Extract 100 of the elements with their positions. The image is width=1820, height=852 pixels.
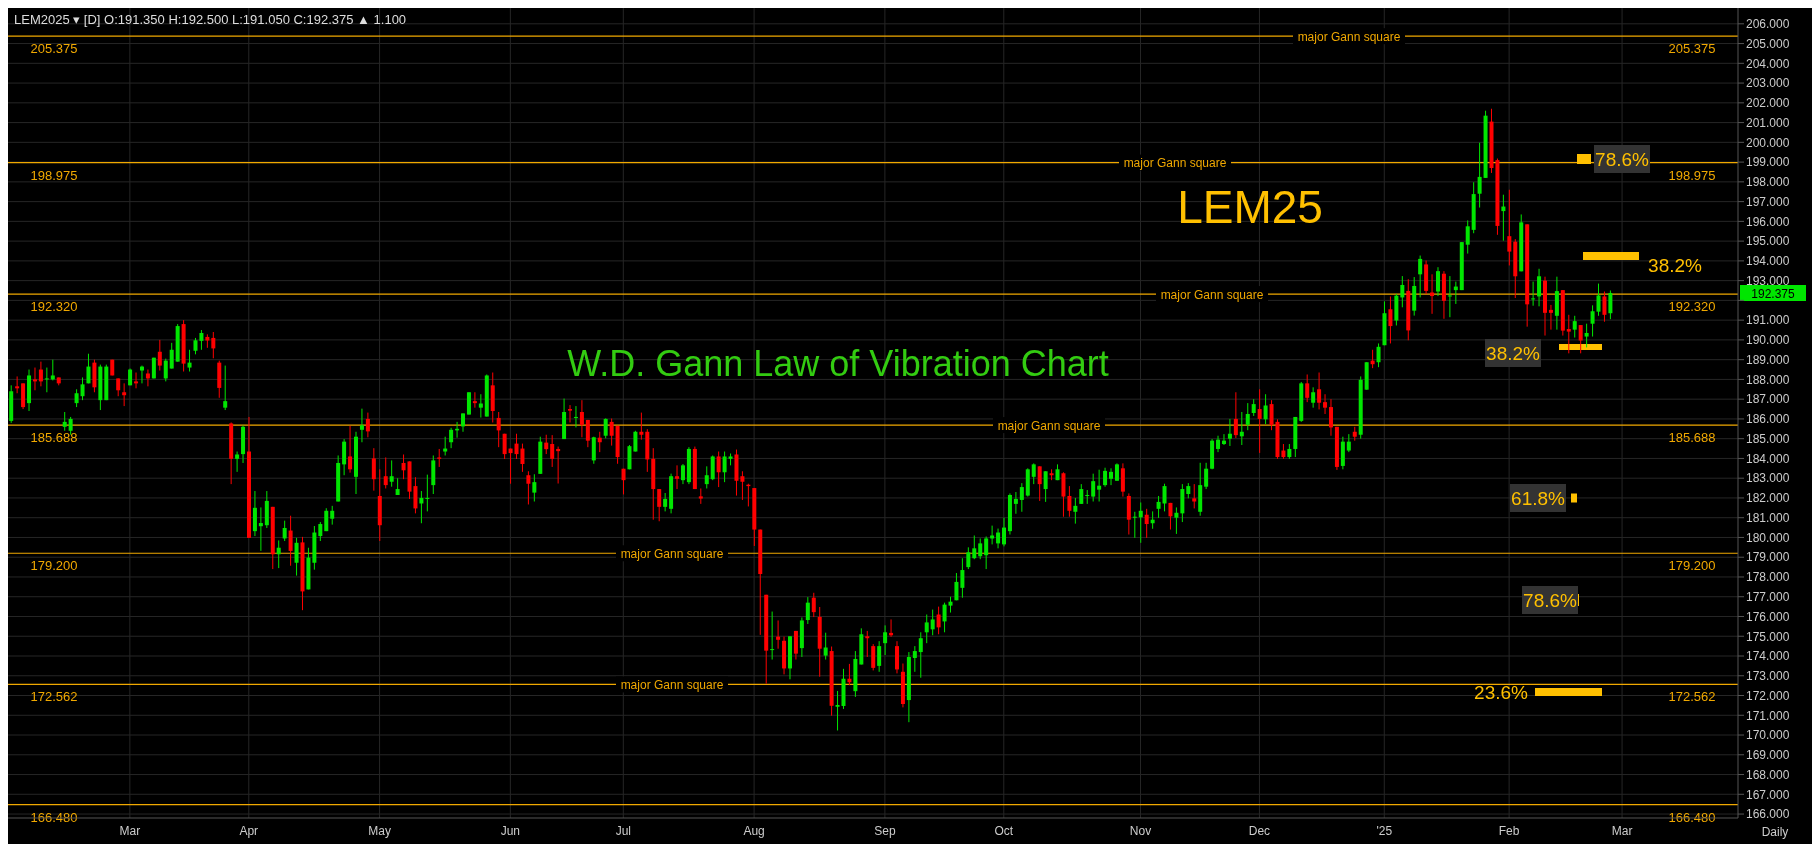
- candlestick: [282, 520, 287, 542]
- y-tick-label: 172.000: [1746, 688, 1790, 703]
- candlestick: [1109, 467, 1114, 486]
- candlestick: [443, 436, 448, 456]
- annotation: 205.375: [30, 41, 78, 57]
- candlestick: [1156, 495, 1161, 519]
- y-tick-label: 167.000: [1746, 787, 1790, 802]
- candlestick: [633, 430, 638, 453]
- ref-line-label: major Gann square: [997, 418, 1101, 433]
- candlestick: [1311, 386, 1316, 409]
- x-tick-label: '25: [1376, 823, 1393, 838]
- candlestick: [1013, 491, 1018, 515]
- candlestick: [877, 640, 882, 673]
- candlestick: [288, 515, 293, 567]
- candlestick: [1465, 219, 1470, 255]
- y-tick-label: 166.000: [1746, 807, 1790, 822]
- candlestick: [942, 602, 947, 633]
- candlestick: [1548, 304, 1553, 331]
- candlestick: [1085, 489, 1090, 505]
- annotation: 185.688: [30, 430, 78, 446]
- candlestick: [80, 376, 85, 401]
- y-tick-label: 189.000: [1746, 352, 1790, 367]
- candlestick: [704, 465, 709, 489]
- y-tick-label: 170.000: [1746, 728, 1790, 743]
- candlestick: [86, 353, 91, 384]
- candlestick: [924, 614, 929, 644]
- candlestick: [1531, 281, 1536, 307]
- candlestick: [1257, 388, 1262, 454]
- candlestick: [627, 444, 632, 470]
- ref-line-label: major Gann square: [1123, 156, 1227, 171]
- candlestick: [1061, 471, 1066, 518]
- candlestick: [145, 369, 150, 387]
- candlestick: [1144, 508, 1149, 539]
- candlestick: [918, 631, 923, 679]
- candlestick: [425, 474, 430, 512]
- candlestick: [1578, 324, 1583, 354]
- candlestick: [544, 434, 549, 455]
- annotation: 38.2%: [1486, 343, 1541, 364]
- annotation: 179.200: [1668, 558, 1716, 574]
- y-tick-label: 190.000: [1746, 333, 1790, 348]
- x-tick-label: May: [368, 823, 391, 838]
- y-tick-label: 194.000: [1746, 254, 1790, 269]
- y-tick-label: 195.000: [1746, 234, 1790, 249]
- candlestick: [1162, 483, 1167, 512]
- y-tick-label: 198.000: [1746, 175, 1790, 190]
- candlestick: [50, 359, 55, 381]
- ref-line-label: major Gann square: [1160, 287, 1264, 302]
- candlestick: [1031, 462, 1036, 485]
- y-tick-label: 175.000: [1746, 629, 1790, 644]
- candlestick: [793, 630, 798, 661]
- candlestick: [1435, 266, 1440, 297]
- y-tick-label: 178.000: [1746, 570, 1790, 585]
- candlestick: [1097, 469, 1102, 503]
- candlestick: [954, 572, 959, 601]
- candlestick: [591, 436, 596, 465]
- candlestick: [1079, 483, 1084, 505]
- ref-line-label: major Gann square: [620, 546, 724, 561]
- x-tick-label: Mar: [119, 823, 141, 838]
- candlestick: [1037, 465, 1042, 502]
- candlestick: [419, 490, 424, 524]
- ref-line-label: major Gann square: [620, 677, 724, 692]
- candlestick: [1192, 483, 1197, 509]
- y-tick-label: 204.000: [1746, 56, 1790, 71]
- candlestick: [657, 488, 662, 522]
- y-tick-label: 199.000: [1746, 155, 1790, 170]
- y-tick-label: 171.000: [1746, 708, 1790, 723]
- x-tick-label: Nov: [1129, 823, 1152, 838]
- candlestick: [371, 447, 376, 492]
- candlestick: [1132, 511, 1137, 539]
- candlestick: [871, 643, 876, 671]
- text: 192.375: [1751, 286, 1796, 301]
- candlestick: [122, 382, 127, 407]
- candlestick: [609, 418, 614, 447]
- candlestick: [1430, 273, 1435, 315]
- y-tick-label: 185.000: [1746, 431, 1790, 446]
- y-tick-label: 179.000: [1746, 550, 1790, 565]
- candlestick: [252, 490, 257, 537]
- candlestick: [294, 537, 299, 577]
- candlestick: [1537, 268, 1542, 307]
- candlestick: [680, 463, 685, 485]
- y-tick-label: 183.000: [1746, 471, 1790, 486]
- candlestick: [532, 473, 537, 503]
- y-tick-label: 196.000: [1746, 214, 1790, 229]
- candlestick: [895, 640, 899, 674]
- candlestick: [675, 464, 680, 490]
- candlestick: [883, 624, 888, 656]
- x-tick-label: Oct: [994, 823, 1014, 838]
- candlestick: [966, 546, 971, 570]
- y-tick-label: 200.000: [1746, 135, 1790, 150]
- candlestick: [223, 365, 228, 411]
- candlestick: [134, 372, 139, 389]
- x-tick-label: Jul: [615, 823, 631, 838]
- y-tick-label: 193.000: [1746, 273, 1790, 288]
- candlestick: [235, 451, 240, 473]
- x-tick-label: Apr: [239, 823, 259, 838]
- x-tick-label: Dec: [1248, 823, 1271, 838]
- chart-subtitle: LEM2025 ▾ [D] O:191.350 H:192.500 L:191.050 C:192.375 ▲ 1.100: [14, 12, 407, 27]
- candlestick: [199, 329, 204, 351]
- candlestick: [1566, 314, 1571, 354]
- candlestick: [330, 505, 335, 526]
